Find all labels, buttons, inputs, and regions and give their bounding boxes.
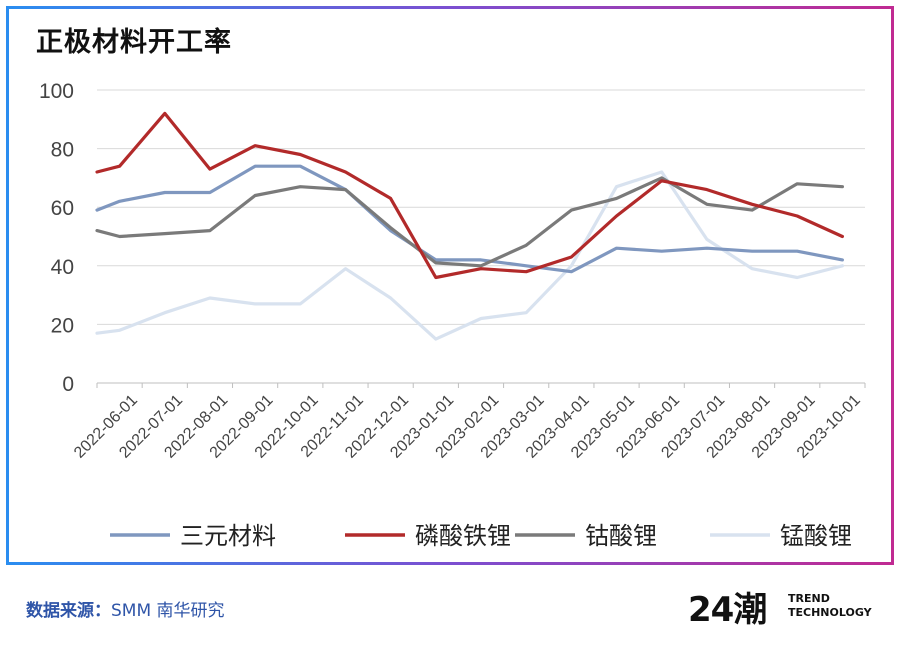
legend-label: 锰酸锂 — [780, 522, 852, 550]
logo-line-2: TECHNOLOGY — [788, 606, 872, 619]
y-tick-label: 20 — [51, 314, 74, 337]
y-tick-label: 0 — [62, 373, 74, 396]
legend-label: 钴酸锂 — [585, 522, 657, 550]
chart-title: 正极材料开工率 — [36, 27, 232, 58]
series-line — [95, 176, 845, 268]
series-line — [95, 170, 845, 341]
logo-mark: 24潮 — [688, 590, 767, 630]
data-source: 数据来源：SMM 南华研究 — [26, 596, 225, 621]
brand-logo: 24潮 TREND TECHNOLOGY — [688, 588, 878, 632]
logo-line-1: TREND — [788, 592, 830, 605]
y-tick-label: 40 — [51, 256, 74, 279]
y-tick-label: 60 — [51, 197, 74, 220]
data-source-label: 数据来源： — [26, 601, 111, 621]
legend-label: 磷酸铁锂 — [415, 522, 511, 550]
series-line — [95, 111, 845, 280]
series-line — [95, 164, 845, 274]
y-tick-label: 100 — [39, 80, 74, 103]
line-chart: 0204060801002022-06-012022-07-012022-08-… — [39, 80, 866, 550]
chart-frame — [6, 6, 894, 565]
data-source-value: SMM 南华研究 — [111, 601, 225, 621]
legend-label: 三元材料 — [180, 522, 276, 550]
y-tick-label: 80 — [51, 139, 74, 162]
logo-wordmark: TREND TECHNOLOGY — [788, 592, 872, 620]
